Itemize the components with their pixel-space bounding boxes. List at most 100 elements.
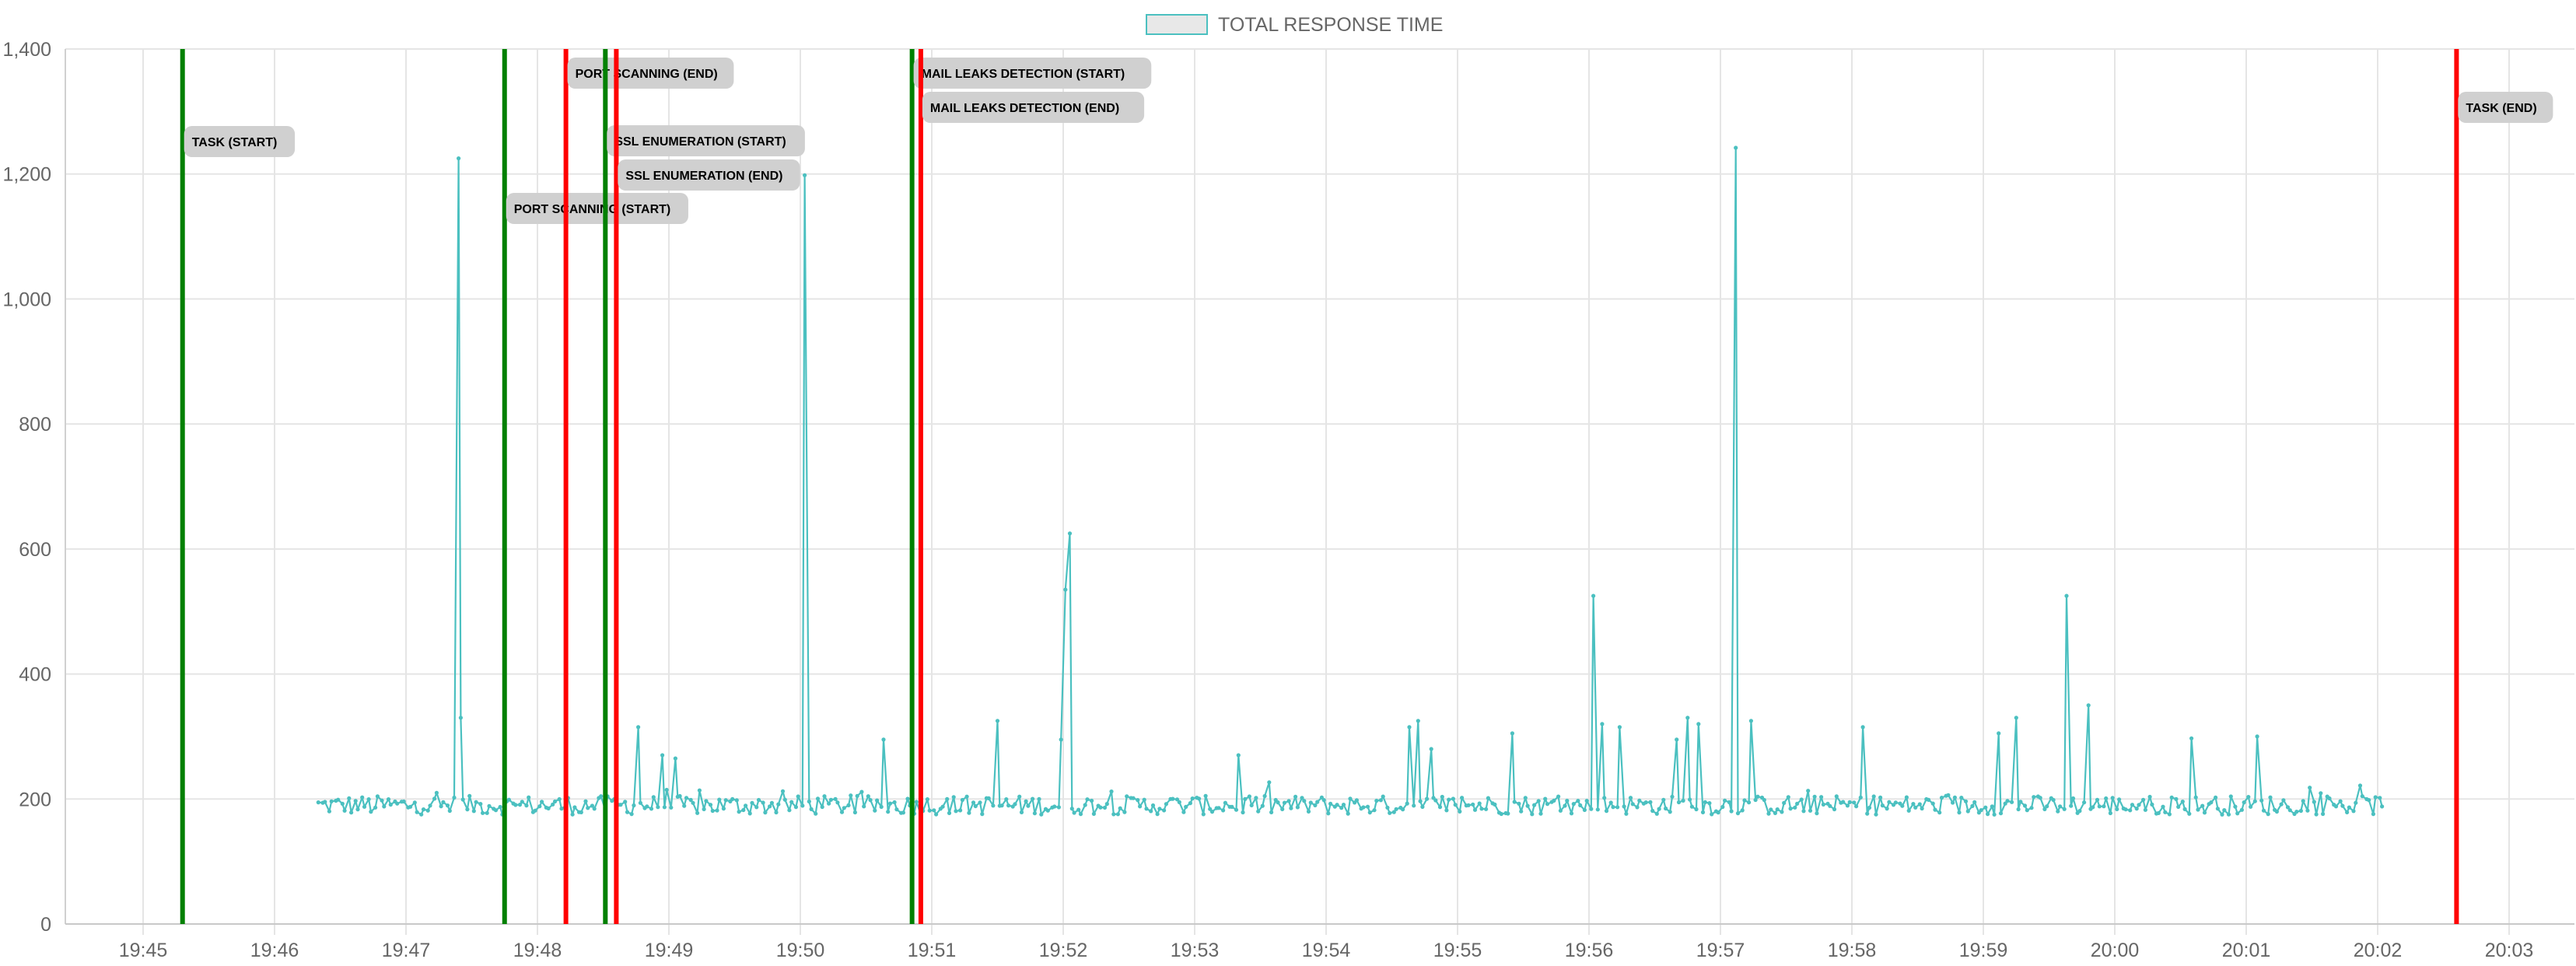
series-point[interactable] — [2228, 794, 2233, 799]
series-point[interactable] — [2196, 807, 2200, 812]
series-point[interactable] — [1203, 793, 1208, 798]
series-point[interactable] — [1986, 812, 1990, 817]
series-point[interactable] — [1472, 807, 1478, 812]
series-point[interactable] — [401, 799, 406, 804]
series-point[interactable] — [1906, 808, 1911, 813]
series-point[interactable] — [1517, 801, 1521, 806]
series-point[interactable] — [2266, 812, 2270, 817]
series-point[interactable] — [967, 810, 971, 815]
series-point[interactable] — [656, 805, 660, 810]
series-point[interactable] — [1209, 810, 1215, 814]
series-point[interactable] — [1302, 799, 1307, 803]
series-point[interactable] — [460, 797, 465, 802]
series-point[interactable] — [471, 809, 476, 814]
series-point[interactable] — [1367, 810, 1372, 815]
series-point[interactable] — [682, 803, 687, 808]
series-point[interactable] — [1734, 145, 1738, 150]
series-point[interactable] — [1115, 812, 1120, 817]
series-point[interactable] — [2117, 797, 2122, 802]
series-point[interactable] — [971, 800, 976, 805]
series-point[interactable] — [789, 800, 794, 804]
series-point[interactable] — [842, 806, 846, 810]
series-point[interactable] — [579, 810, 583, 814]
legend[interactable]: TOTAL RESPONSE TIME — [1146, 14, 1443, 36]
series-point[interactable] — [833, 796, 838, 801]
series-point[interactable] — [425, 808, 430, 813]
series-point[interactable] — [688, 797, 693, 803]
series-point[interactable] — [447, 808, 452, 814]
series-point[interactable] — [373, 805, 378, 810]
series-point[interactable] — [1381, 794, 1385, 799]
series-point[interactable] — [1742, 798, 1747, 803]
series-point[interactable] — [2279, 802, 2284, 807]
series-point[interactable] — [1076, 807, 1081, 812]
series-point[interactable] — [552, 799, 558, 804]
series-point[interactable] — [800, 803, 805, 808]
series-point[interactable] — [2202, 810, 2207, 815]
series-point[interactable] — [2022, 803, 2028, 808]
series-point[interactable] — [1703, 800, 1707, 804]
series-point[interactable] — [704, 799, 709, 803]
series-point[interactable] — [827, 801, 831, 806]
series-point[interactable] — [1466, 803, 1471, 807]
series-point[interactable] — [1799, 797, 1804, 802]
series-point[interactable] — [513, 803, 518, 807]
series-point[interactable] — [2163, 810, 2168, 814]
series-point[interactable] — [787, 808, 792, 813]
series-point[interactable] — [1904, 795, 1909, 800]
series-point[interactable] — [1747, 800, 1752, 805]
series-point[interactable] — [1083, 803, 1087, 807]
series-point[interactable] — [1372, 808, 1377, 813]
series-point[interactable] — [2268, 795, 2273, 800]
series-point[interactable] — [2327, 796, 2332, 801]
series-point[interactable] — [592, 807, 597, 811]
series-point[interactable] — [892, 800, 897, 805]
series-point[interactable] — [1622, 804, 1626, 809]
series-point[interactable] — [807, 799, 811, 804]
series-point[interactable] — [1313, 803, 1318, 807]
series-point[interactable] — [557, 796, 562, 802]
series-point[interactable] — [1385, 805, 1390, 810]
series-point[interactable] — [1643, 800, 1648, 805]
series-point[interactable] — [1834, 794, 1839, 799]
series-point[interactable] — [1865, 811, 1870, 816]
series-point[interactable] — [1927, 797, 1931, 802]
series-point[interactable] — [782, 797, 787, 802]
series-point[interactable] — [1893, 800, 1898, 805]
series-point[interactable] — [1854, 804, 1859, 809]
series-point[interactable] — [820, 804, 824, 810]
series-point[interactable] — [2095, 797, 2100, 802]
series-point[interactable] — [1795, 801, 1800, 806]
series-point[interactable] — [2045, 804, 2049, 809]
series-point[interactable] — [1401, 807, 1405, 812]
series-point[interactable] — [2042, 807, 2047, 811]
series-point[interactable] — [1138, 804, 1143, 809]
series-point[interactable] — [1584, 799, 1589, 803]
series-point[interactable] — [1828, 803, 1832, 808]
series-point[interactable] — [839, 810, 845, 814]
series-point[interactable] — [2281, 798, 2286, 803]
series-point[interactable] — [1109, 789, 1114, 794]
series-point[interactable] — [669, 805, 674, 810]
series-point[interactable] — [715, 808, 719, 813]
series-point[interactable] — [2156, 810, 2161, 815]
series-point[interactable] — [980, 812, 985, 817]
series-point[interactable] — [1812, 794, 1817, 799]
series-point[interactable] — [1197, 796, 1202, 801]
series-point[interactable] — [2301, 799, 2305, 803]
series-point[interactable] — [828, 797, 833, 802]
series-point[interactable] — [2222, 808, 2227, 813]
series-point[interactable] — [323, 800, 327, 804]
series-point[interactable] — [2032, 795, 2036, 800]
series-point[interactable] — [1990, 804, 1994, 809]
series-point[interactable] — [1484, 807, 1489, 811]
series-point[interactable] — [2274, 809, 2279, 814]
series-point[interactable] — [474, 800, 478, 804]
series-point[interactable] — [388, 802, 393, 807]
series-point[interactable] — [1775, 807, 1780, 812]
series-point[interactable] — [1604, 809, 1609, 814]
series-point[interactable] — [1374, 798, 1379, 803]
series-point[interactable] — [1157, 807, 1162, 811]
series-point[interactable] — [2070, 796, 2076, 801]
series-point[interactable] — [2097, 804, 2102, 809]
